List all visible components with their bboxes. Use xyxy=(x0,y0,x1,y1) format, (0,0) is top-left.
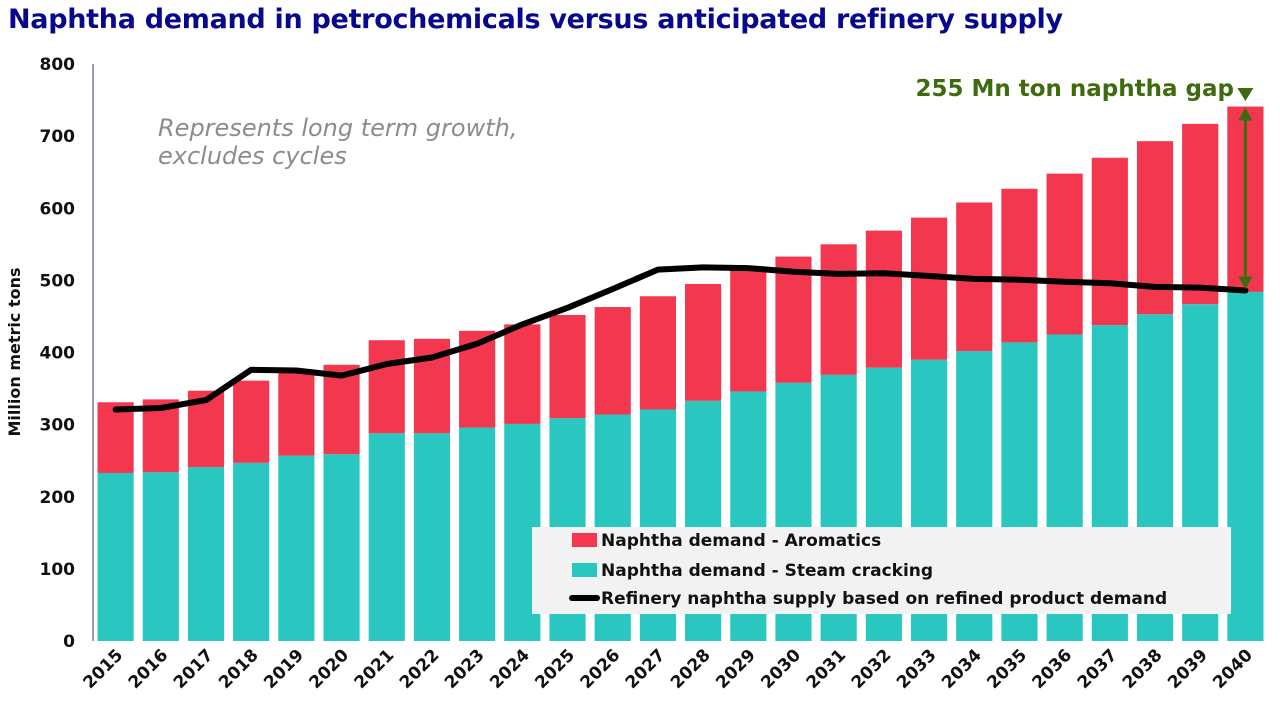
x-tick-label: 2028 xyxy=(667,645,715,693)
bar-aromatics-2016 xyxy=(142,399,179,473)
bar-aromatics-2032 xyxy=(865,230,902,368)
bar-steam-cracking-2019 xyxy=(278,455,315,641)
bar-steam-cracking-2018 xyxy=(233,462,270,641)
bar-aromatics-2020 xyxy=(323,364,360,455)
gap-annotation xyxy=(1237,88,1254,290)
y-tick-label: 300 xyxy=(40,416,76,436)
y-axis-label: Million metric tons xyxy=(5,268,24,437)
bar-aromatics-2029 xyxy=(730,268,767,392)
x-tick-label: 2023 xyxy=(441,645,489,693)
x-tick-label: 2017 xyxy=(170,645,218,693)
x-tick-label: 2024 xyxy=(486,645,534,693)
y-tick-label: 0 xyxy=(63,632,75,652)
y-tick-label: 100 xyxy=(40,560,76,580)
x-tick-label: 2020 xyxy=(305,645,353,693)
legend-label-steam-cracking: Naphtha demand - Steam cracking xyxy=(601,561,933,581)
bar-aromatics-2033 xyxy=(910,217,948,360)
bar-aromatics-2031 xyxy=(820,244,857,375)
x-tick-label: 2029 xyxy=(712,645,760,693)
x-tick-label: 2037 xyxy=(1074,645,1122,693)
y-ticks: 0 100 200 300 400 500 600 700 800 xyxy=(40,55,76,652)
bar-aromatics-2035 xyxy=(1001,188,1038,343)
x-tick-label: 2040 xyxy=(1209,645,1257,693)
bar-steam-cracking-2021 xyxy=(368,433,405,641)
y-tick-label: 200 xyxy=(40,488,76,508)
x-tick-label: 2034 xyxy=(938,645,986,693)
x-tick-label: 2022 xyxy=(396,645,444,693)
x-tick-label: 2027 xyxy=(622,645,670,693)
note-line-2: excludes cycles xyxy=(158,142,347,170)
bar-steam-cracking-2017 xyxy=(187,467,225,641)
legend-label-supply-line: Refinery naphtha supply based on refined… xyxy=(601,589,1167,609)
x-tick-label: 2018 xyxy=(215,645,263,693)
x-tick-label: 2021 xyxy=(351,645,399,693)
y-tick-label: 700 xyxy=(40,127,76,147)
y-tick-label: 400 xyxy=(40,344,76,364)
bar-steam-cracking-2023 xyxy=(459,427,496,641)
gap-arrow-head-down xyxy=(1238,276,1253,290)
bar-steam-cracking-2015 xyxy=(97,472,134,641)
bar-aromatics-2039 xyxy=(1182,123,1219,305)
y-tick-label: 800 xyxy=(40,55,76,75)
bar-aromatics-2015 xyxy=(97,402,134,473)
bar-steam-cracking-2040 xyxy=(1227,291,1264,641)
y-tick-label: 600 xyxy=(40,199,76,219)
y-tick-label: 500 xyxy=(40,271,76,291)
x-ticks: 2015201620172018201920202021202220232024… xyxy=(80,645,1258,693)
bar-aromatics-2021 xyxy=(368,340,405,434)
bar-aromatics-2030 xyxy=(775,256,812,383)
bar-aromatics-2026 xyxy=(594,307,631,415)
legend-box xyxy=(532,527,1231,614)
x-tick-label: 2038 xyxy=(1119,645,1167,693)
x-tick-label: 2033 xyxy=(893,645,941,693)
x-tick-label: 2036 xyxy=(1029,645,1077,693)
bar-steam-cracking-2020 xyxy=(323,454,360,641)
x-tick-label: 2031 xyxy=(803,645,851,693)
bar-aromatics-2028 xyxy=(685,283,722,401)
gap-arrow-head-up xyxy=(1238,107,1253,121)
x-tick-label: 2030 xyxy=(757,645,805,693)
note-line-1: Represents long term growth, xyxy=(158,114,517,142)
bar-aromatics-2037 xyxy=(1091,157,1128,326)
gap-label: 255 Mn ton naphtha gap xyxy=(915,76,1234,102)
x-tick-label: 2026 xyxy=(577,645,625,693)
bar-steam-cracking-2016 xyxy=(142,472,179,641)
legend-label-aromatics: Naphtha demand - Aromatics xyxy=(601,531,881,551)
x-tick-label: 2019 xyxy=(260,645,308,693)
bar-aromatics-2036 xyxy=(1046,173,1083,335)
legend: Naphtha demand - Aromatics Naphtha deman… xyxy=(532,527,1231,614)
x-tick-label: 2039 xyxy=(1164,645,1212,693)
chart-title: Naphtha demand in petrochemicals versus … xyxy=(8,4,1063,35)
bar-aromatics-2025 xyxy=(549,314,586,419)
x-tick-label: 2032 xyxy=(848,645,896,693)
x-tick-label: 2016 xyxy=(125,645,173,693)
bar-aromatics-2019 xyxy=(278,372,315,456)
legend-swatch-steam-cracking xyxy=(572,563,597,577)
legend-swatch-aromatics xyxy=(572,533,597,547)
bar-aromatics-2024 xyxy=(504,324,541,424)
x-tick-label: 2015 xyxy=(80,645,128,693)
bar-steam-cracking-2022 xyxy=(413,433,451,641)
x-tick-label: 2035 xyxy=(983,645,1031,693)
bar-aromatics-2027 xyxy=(639,296,676,410)
supply-line xyxy=(112,264,1249,413)
gap-marker-triangle xyxy=(1237,88,1254,101)
x-tick-label: 2025 xyxy=(531,645,579,693)
bar-aromatics-2018 xyxy=(233,380,270,463)
